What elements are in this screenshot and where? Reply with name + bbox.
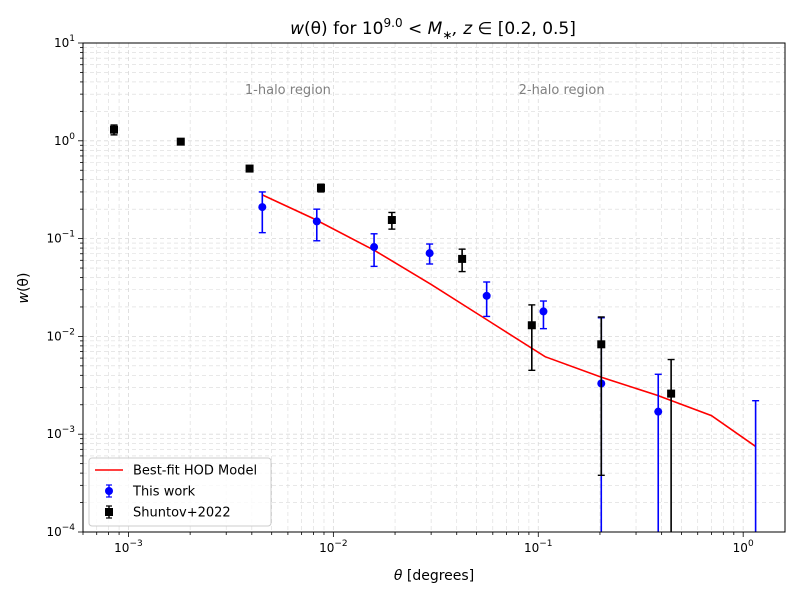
data-marker (667, 389, 676, 398)
legend-entry: This work (105, 484, 196, 500)
y-tick-label: 10−4 (46, 523, 75, 539)
shuntov-point (597, 316, 606, 476)
y-tick-base: 10 (46, 232, 61, 246)
shuntov-point (316, 183, 325, 193)
data-marker (425, 249, 434, 258)
x-tick-exponent: −1 (539, 539, 552, 549)
this-work-point (425, 243, 434, 265)
y-tick-exponent: 0 (69, 132, 75, 142)
x-tick-base: 10 (733, 541, 748, 555)
title-exponent: 9.0 (384, 16, 403, 30)
y-tick-base: 10 (46, 525, 61, 539)
shuntov-point (245, 164, 254, 173)
legend-label: This work (132, 485, 196, 500)
x-tick-exponent: −3 (129, 539, 142, 549)
legend-label: Best-fit HOD Model (133, 464, 257, 479)
this-work-point (539, 300, 548, 330)
y-tick-label: 10−2 (46, 327, 75, 343)
x-axis-label: θ [degrees] (394, 568, 474, 584)
x-tick-exponent: 0 (748, 539, 754, 549)
x-tick-exponent: −2 (334, 539, 347, 549)
data-marker (245, 164, 254, 173)
data-marker (176, 137, 185, 146)
x-tick-label: 100 (733, 539, 754, 555)
this-work-point (370, 233, 379, 268)
x-tick-label: 10−3 (114, 539, 143, 555)
annotations: 1-halo region 2-halo region (245, 83, 605, 98)
this-work-point (654, 373, 663, 532)
data-marker (370, 243, 379, 252)
x-tick-base: 10 (524, 541, 539, 555)
data-marker (654, 407, 663, 416)
legend-label: Shuntov+2022 (133, 506, 231, 521)
data-marker (539, 307, 548, 316)
data-marker (597, 340, 606, 349)
title-star: ∗ (442, 28, 452, 42)
region-annotation: 2-halo region (519, 83, 605, 98)
shuntov-point (527, 304, 536, 372)
data-marker (482, 291, 491, 300)
y-tick-exponent: −1 (62, 230, 75, 240)
legend-entry: Shuntov+2022 (105, 505, 231, 521)
y-tick-label: 10−1 (46, 230, 75, 246)
data-marker (312, 217, 321, 226)
y-tick-label: 10−3 (46, 425, 75, 441)
legend: Best-fit HOD Model This work Shuntov+2022 (88, 457, 272, 527)
x-tick-base: 10 (319, 541, 334, 555)
this-work-point (258, 191, 267, 234)
title-z: , z (452, 19, 473, 39)
data-marker (258, 203, 267, 212)
data-marker (527, 321, 536, 330)
title-lt: < (403, 19, 428, 39)
y-tick-base: 10 (54, 134, 69, 148)
y-axis-w: w (16, 291, 32, 303)
x-axis-theta: θ (394, 568, 403, 584)
plot-data (109, 124, 760, 532)
this-work-point (482, 281, 491, 318)
legend-marker-swatch (105, 487, 113, 495)
title-m: M (428, 19, 443, 39)
title-w: w (290, 19, 304, 39)
shuntov-point (387, 211, 396, 230)
y-tick-exponent: −2 (62, 327, 75, 337)
region-annotation: 1-halo region (245, 83, 331, 98)
y-tick-label: 101 (54, 34, 75, 50)
hod-model-line (261, 194, 757, 448)
y-tick-exponent: −4 (62, 523, 76, 533)
x-axis-unit: [degrees] (402, 568, 474, 584)
y-tick-label: 100 (54, 132, 75, 148)
legend-entry: Best-fit HOD Model (95, 464, 257, 479)
title-theta: (θ) for 10 (304, 19, 383, 39)
data-marker (387, 215, 396, 224)
x-tick-base: 10 (114, 541, 129, 555)
y-tick-base: 10 (46, 427, 61, 441)
data-marker (316, 183, 325, 192)
this-work-point (752, 400, 760, 532)
x-tick-label: 10−2 (319, 539, 348, 555)
legend-box (88, 457, 272, 527)
title-range: ∈ [0.2, 0.5] (472, 19, 576, 39)
shuntov-point (176, 137, 185, 146)
data-marker (109, 125, 118, 134)
data-marker (458, 254, 467, 263)
y-axis-theta: (θ) (16, 273, 32, 293)
chart-title: w(θ) for 109.0 < M∗, z ∈ [0.2, 0.5] (290, 16, 576, 42)
y-tick-exponent: 1 (69, 34, 75, 44)
y-axis-label: w(θ) (16, 273, 32, 304)
y-tick-base: 10 (46, 329, 61, 343)
shuntov-point (458, 248, 467, 273)
shuntov-point (667, 358, 676, 532)
y-tick-base: 10 (54, 36, 69, 50)
plot-frame (82, 42, 786, 533)
y-tick-exponent: −3 (62, 425, 75, 435)
legend-marker-swatch (105, 508, 113, 516)
this-work-point (312, 208, 321, 242)
x-tick-label: 10−1 (524, 539, 553, 555)
shuntov-point (109, 124, 118, 136)
